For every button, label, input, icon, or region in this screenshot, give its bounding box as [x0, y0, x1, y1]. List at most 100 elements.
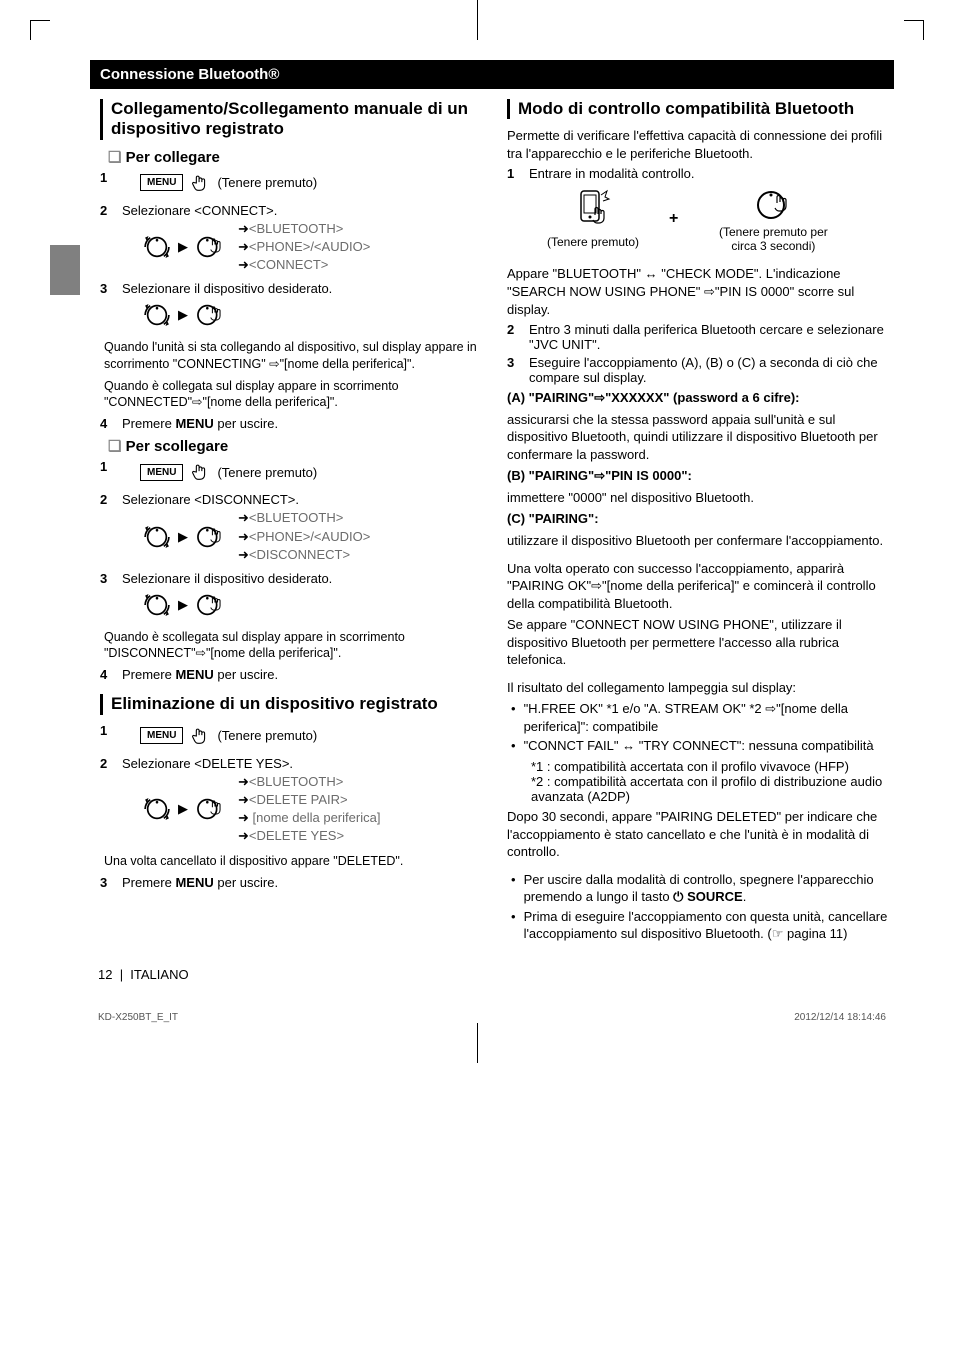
- note-text: Una volta cancellato il dispositivo appa…: [104, 853, 487, 869]
- page-number: 12: [98, 967, 112, 982]
- paragraph: immettere "0000" nel dispositivo Bluetoo…: [507, 489, 894, 507]
- press-knob-icon: [192, 298, 226, 332]
- rotate-knob-icon: [140, 588, 174, 622]
- menu-path: <CONNECT>: [249, 257, 328, 272]
- step-number: 2: [100, 492, 118, 568]
- step-text: Eseguire l'accoppiamento (A), (B) o (C) …: [529, 355, 894, 385]
- step-number: 2: [100, 203, 118, 279]
- step-text: Selezionare il dispositivo desiderato.: [122, 571, 332, 586]
- subsub-disconnect: Per scollegare: [108, 437, 487, 455]
- menu-path: <PHONE>/<AUDIO>: [249, 239, 370, 254]
- hold-label: (Tenere premuto): [217, 175, 317, 190]
- hand-icon: [189, 172, 211, 194]
- paragraph: Una volta operato con successo l'accoppi…: [507, 560, 894, 613]
- footnote: *1 : compatibilità accertata con il prof…: [531, 759, 894, 774]
- step-number: 4: [100, 416, 118, 431]
- paragraph: Il risultato del collegamento lampeggia …: [507, 679, 894, 697]
- step-text: Premere: [122, 416, 175, 431]
- menu-path: <PHONE>/<AUDIO>: [249, 529, 370, 544]
- menu-path: <BLUETOOTH>: [249, 221, 343, 236]
- arrow-icon: ▶: [178, 801, 188, 817]
- hold-label: (Tenere premuto per circa 3 secondi): [708, 225, 838, 253]
- step-text: Selezionare <CONNECT>.: [122, 203, 277, 218]
- subsub-connect: Per collegare: [108, 148, 487, 166]
- rotate-knob-icon: [140, 230, 174, 264]
- section-header: Connessione Bluetooth®: [90, 60, 894, 89]
- crop-mark: [477, 1023, 478, 1063]
- rotate-knob-icon: [140, 298, 174, 332]
- crop-mark: [30, 20, 50, 40]
- bullet-text: .: [743, 889, 747, 904]
- step-number: 2: [507, 322, 525, 352]
- step-number: 3: [100, 875, 118, 890]
- step-text: Entro 3 minuti dalla periferica Bluetoot…: [529, 322, 894, 352]
- footnote: *2 : compatibilità accertata con il prof…: [531, 774, 894, 804]
- menu-path: <DISCONNECT>: [249, 547, 350, 562]
- step-number: 4: [100, 667, 118, 682]
- source-kw: ⏻ SOURCE: [673, 889, 743, 904]
- step-text: Premere: [122, 875, 175, 890]
- paragraph: Appare "BLUETOOTH" ↔ "CHECK MODE". L'ind…: [507, 265, 894, 318]
- footer-file: KD-X250BT_E_IT: [98, 1012, 178, 1023]
- menu-kw: MENU: [175, 875, 213, 890]
- rotate-knob-icon: [140, 792, 174, 826]
- step-number: 3: [100, 571, 118, 626]
- paragraph: Se appare "CONNECT NOW USING PHONE", uti…: [507, 616, 894, 669]
- note-text: Quando è scollegata sul display appare i…: [104, 629, 487, 662]
- step-number: 1: [100, 723, 118, 753]
- paragraph: Permette di verificare l'effettiva capac…: [507, 127, 894, 162]
- step-text: Entrare in modalità controllo.: [529, 166, 694, 181]
- hand-icon: [189, 725, 211, 747]
- side-tab: [50, 245, 80, 295]
- arrow-icon: ▶: [178, 239, 188, 255]
- case-heading: (C) "PAIRING":: [507, 511, 599, 526]
- note-text: Quando è collegata sul display appare in…: [104, 378, 487, 411]
- note-text: Quando l'unità si sta collegando al disp…: [104, 339, 487, 372]
- step-number: 2: [100, 756, 118, 850]
- crop-mark: [904, 20, 924, 40]
- crop-mark: [477, 0, 478, 40]
- paragraph: utilizzare il dispositivo Bluetooth per …: [507, 532, 894, 550]
- step-number: 3: [507, 355, 525, 385]
- press-knob-icon: [192, 588, 226, 622]
- press-knob-icon: [753, 185, 793, 225]
- menu-kw: MENU: [175, 667, 213, 682]
- case-heading: (A) "PAIRING"⇨"XXXXXX" (password a 6 cif…: [507, 390, 799, 405]
- hold-label: (Tenere premuto): [547, 235, 639, 249]
- step-text: per uscire.: [214, 416, 278, 431]
- menu-path: <DELETE YES>: [249, 828, 344, 843]
- footer-timestamp: 2012/12/14 18:14:46: [794, 1012, 886, 1023]
- paragraph: Dopo 30 secondi, appare "PAIRING DELETED…: [507, 808, 894, 861]
- menu-path: [nome della periferica]: [253, 810, 381, 825]
- press-knob-icon: [192, 230, 226, 264]
- subsection-title: Modo di controllo compatibilità Bluetoot…: [507, 99, 894, 119]
- press-knob-icon: [192, 520, 226, 554]
- step-text: Premere: [122, 667, 175, 682]
- hand-icon: [189, 461, 211, 483]
- arrow-icon: ▶: [178, 307, 188, 323]
- case-heading: (B) "PAIRING"⇨"PIN IS 0000":: [507, 468, 692, 483]
- paragraph: assicurarsi che la stessa password appai…: [507, 411, 894, 464]
- step-text: Selezionare <DELETE YES>.: [122, 756, 293, 771]
- arrow-icon: ▶: [178, 529, 188, 545]
- step-text: Selezionare il dispositivo desiderato.: [122, 281, 332, 296]
- menu-path: <BLUETOOTH>: [249, 510, 343, 525]
- menu-button-icon: MENU: [140, 174, 183, 191]
- subsection-title: Eliminazione di un dispositivo registrat…: [100, 694, 487, 714]
- step-number: 1: [507, 166, 525, 261]
- rotate-knob-icon: [140, 520, 174, 554]
- step-number: 1: [100, 170, 118, 200]
- page-lang: ITALIANO: [130, 967, 188, 982]
- hold-label: (Tenere premuto): [217, 728, 317, 743]
- bullet-text: Prima di eseguire l'accoppiamento con qu…: [524, 908, 894, 943]
- arrow-icon: ▶: [178, 597, 188, 613]
- phone-icon: [573, 189, 613, 235]
- step-text: Selezionare <DISCONNECT>.: [122, 492, 299, 507]
- bullet-text: "H.FREE OK" *1 e/o "A. STREAM OK" *2 ⇨"[…: [524, 700, 894, 735]
- menu-button-icon: MENU: [140, 464, 183, 481]
- step-number: 1: [100, 459, 118, 489]
- menu-path: <BLUETOOTH>: [249, 774, 343, 789]
- hold-label: (Tenere premuto): [217, 465, 317, 480]
- step-number: 3: [100, 281, 118, 336]
- menu-button-icon: MENU: [140, 727, 183, 744]
